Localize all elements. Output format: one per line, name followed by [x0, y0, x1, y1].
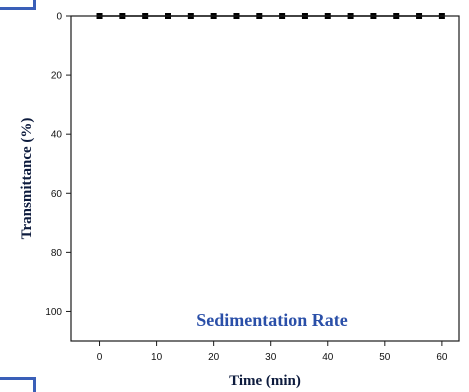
x-tick-label: 40	[322, 352, 334, 363]
y-tick-label: 20	[51, 71, 63, 82]
y-tick-label: 100	[45, 307, 62, 318]
corner-decoration-top	[0, 0, 36, 10]
y-tick-label: 40	[51, 130, 63, 141]
y-tick-label: 80	[51, 248, 63, 259]
plot-frame	[70, 15, 460, 342]
x-tick-label: 50	[379, 352, 391, 363]
y-tick-label: 60	[51, 189, 63, 200]
x-tick-label: 20	[208, 352, 220, 363]
x-tick-label: 60	[436, 352, 448, 363]
ticks-layer: 0 20 40 60 80 100 0 10 20 30 40 50 60	[45, 12, 448, 364]
x-tick-label: 30	[265, 352, 277, 363]
y-tick-label: 0	[56, 12, 62, 23]
x-tick-label: 10	[151, 352, 163, 363]
corner-decoration-bottom	[0, 377, 36, 392]
y-axis-title: Transmittance (%)	[19, 118, 35, 240]
chart-annotation: Sedimentation Rate	[196, 310, 348, 330]
x-axis-title: Time (min)	[229, 373, 301, 389]
x-tick-label: 0	[97, 352, 103, 363]
